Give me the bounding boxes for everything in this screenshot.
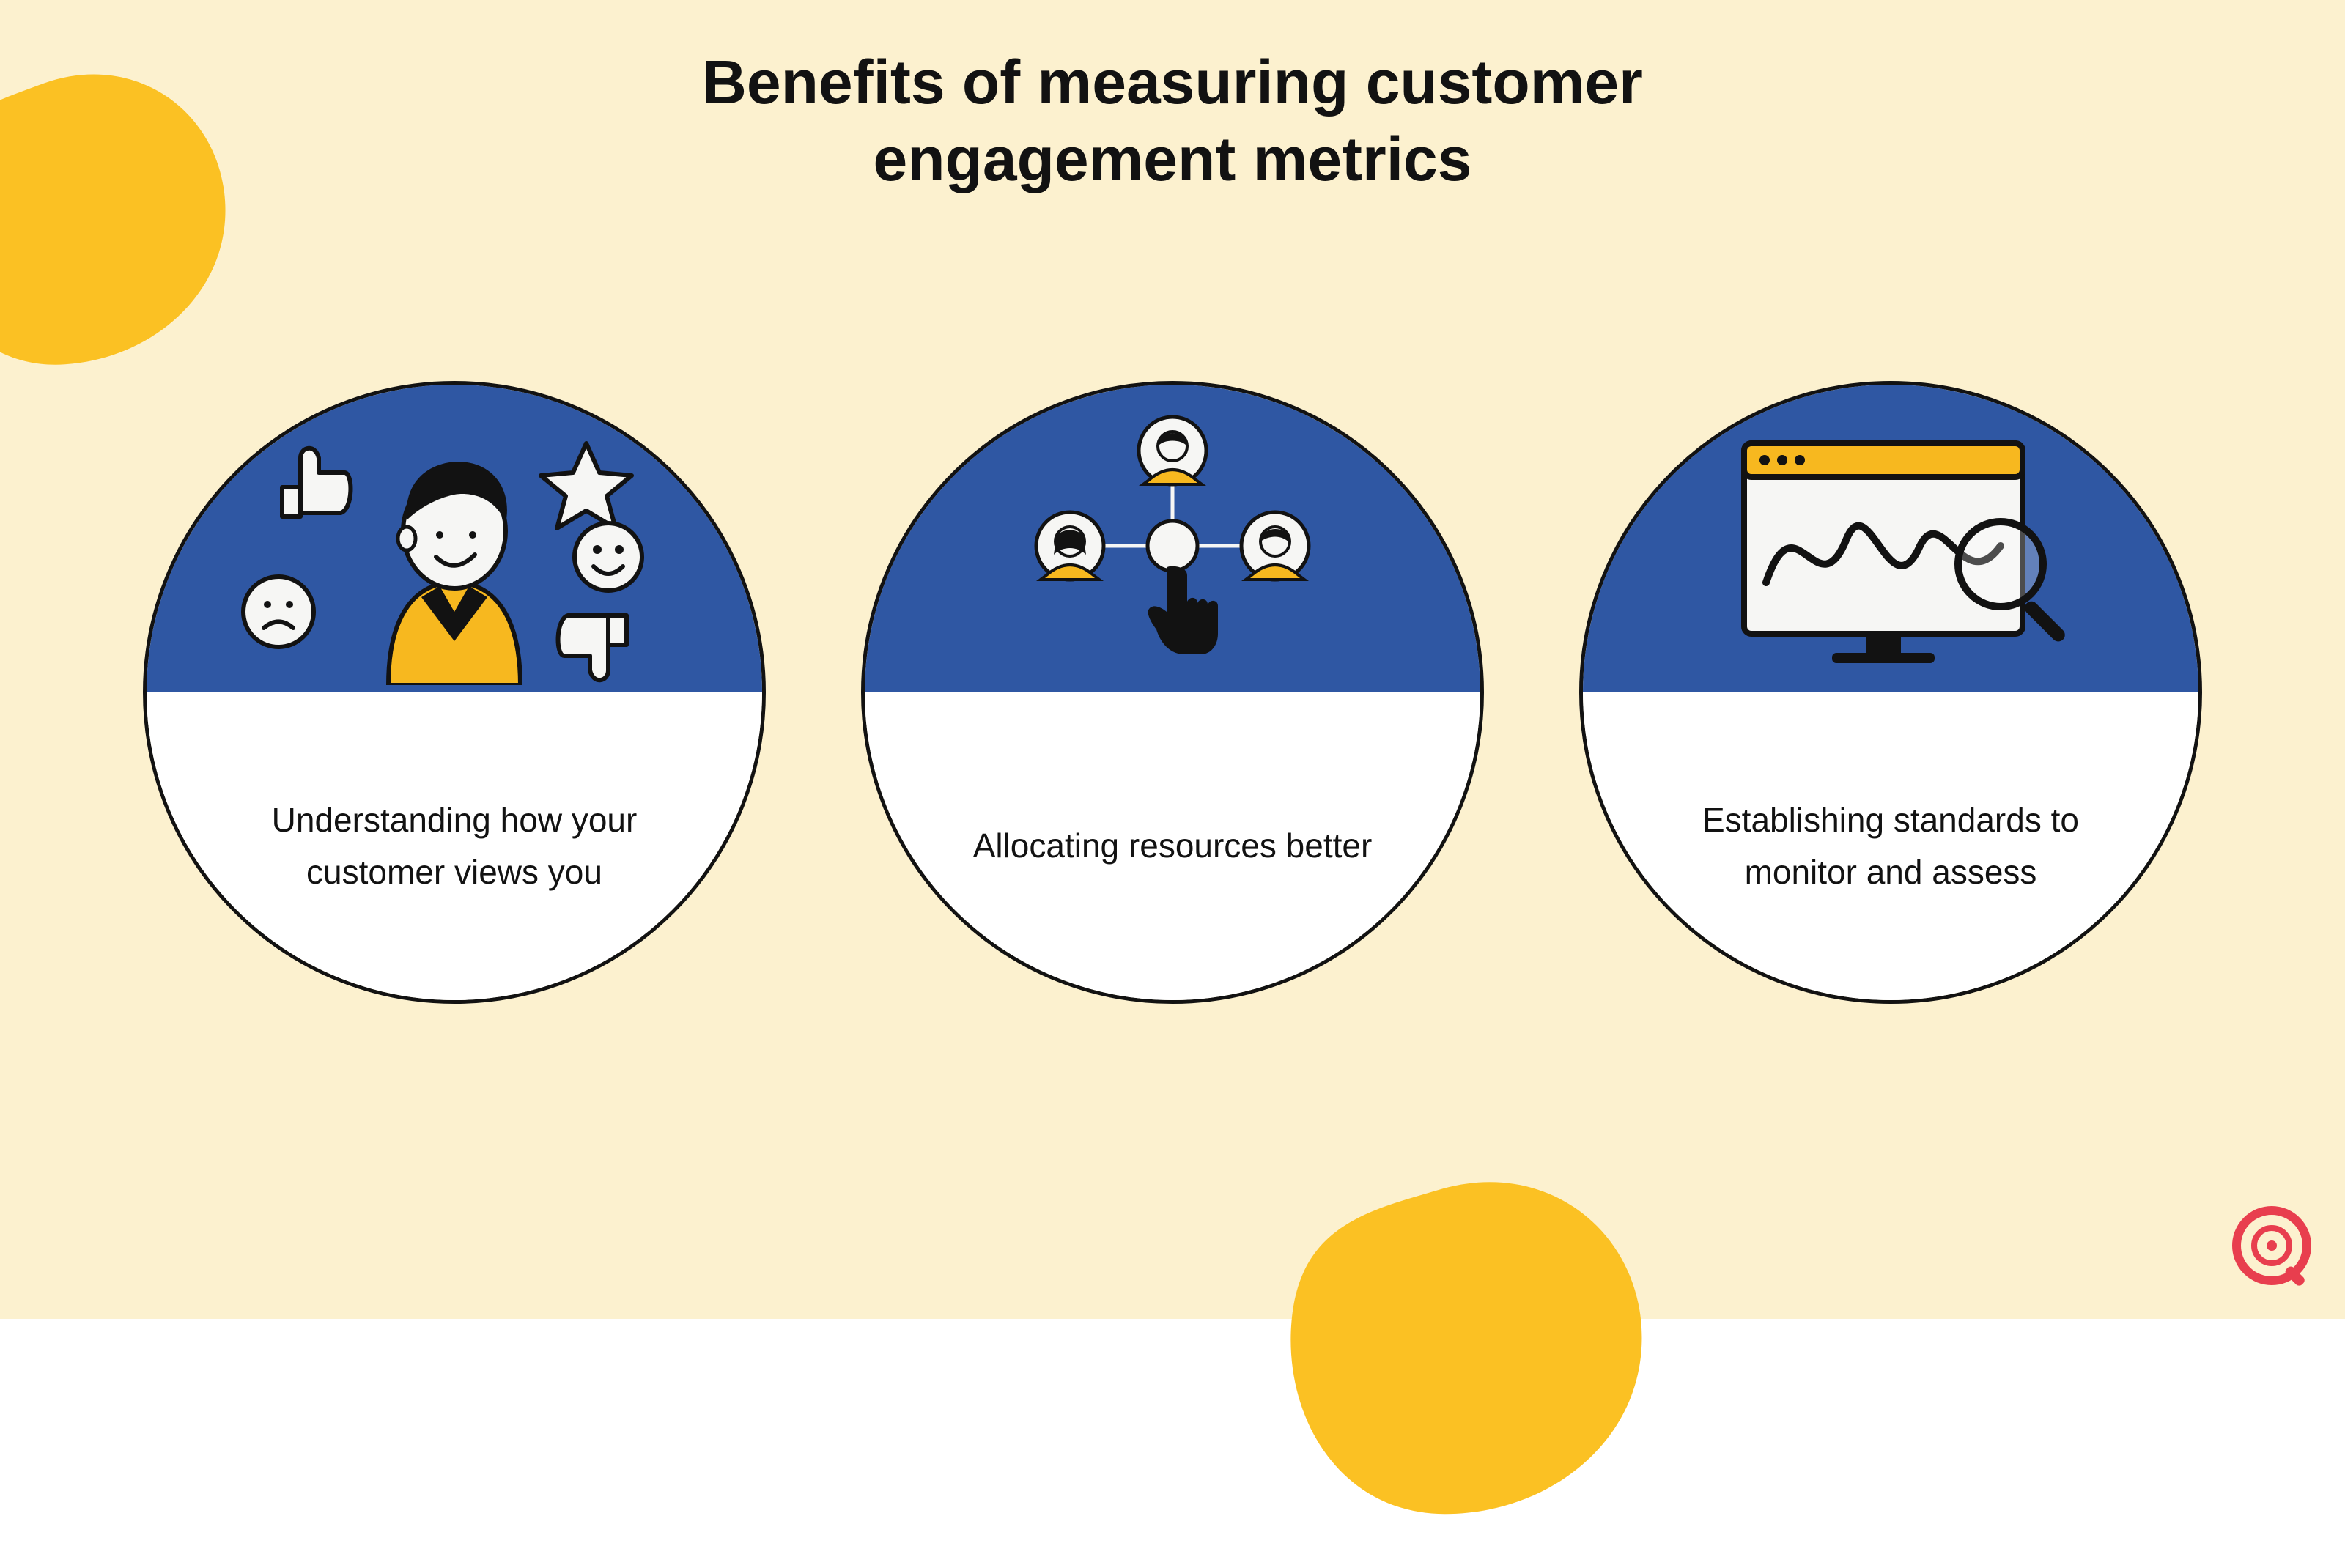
benefit-circle-2-label: Allocating resources better bbox=[865, 692, 1480, 1000]
benefit-circle-2: Allocating resources better bbox=[861, 381, 1484, 1004]
benefit-circle-1: Understanding how your customer views yo… bbox=[143, 381, 766, 1004]
benefit-circle-3-illustration bbox=[1583, 385, 2198, 692]
benefit-label: Establishing standards to monitor and as… bbox=[1656, 794, 2125, 899]
brand-logo bbox=[2228, 1202, 2316, 1290]
benefit-circle-1-illustration bbox=[147, 385, 762, 692]
monitor-analytics-icon bbox=[1685, 392, 2096, 685]
blob-top-left bbox=[0, 29, 293, 410]
benefit-label: Understanding how your customer views yo… bbox=[220, 794, 689, 899]
network-people-icon bbox=[982, 392, 1363, 685]
page-title: Benefits of measuring customer engagemen… bbox=[513, 44, 1832, 198]
benefit-circles-row: Understanding how your customer views yo… bbox=[0, 381, 2345, 1004]
benefit-circle-3: Establishing standards to monitor and as… bbox=[1579, 381, 2202, 1004]
benefit-circle-2-illustration bbox=[865, 385, 1480, 692]
customer-feedback-icon bbox=[198, 392, 711, 685]
blob-bottom bbox=[1026, 1128, 1905, 1568]
benefit-circle-3-label: Establishing standards to monitor and as… bbox=[1583, 692, 2198, 1000]
benefit-circle-1-label: Understanding how your customer views yo… bbox=[147, 692, 762, 1000]
infographic-canvas: Benefits of measuring customer engagemen… bbox=[0, 0, 2345, 1319]
benefit-label: Allocating resources better bbox=[973, 820, 1373, 872]
